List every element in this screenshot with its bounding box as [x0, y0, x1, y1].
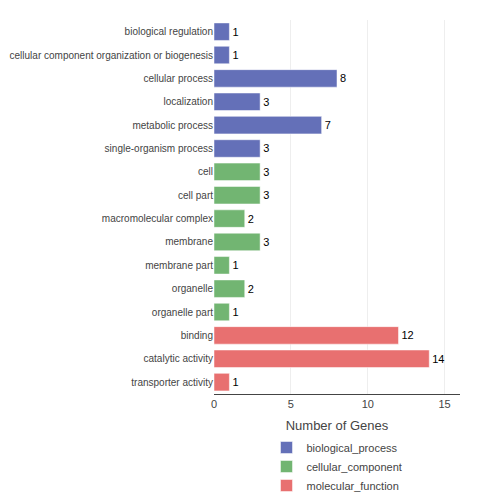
svg-text:localization: localization: [164, 96, 213, 107]
svg-text:biological_process: biological_process: [307, 442, 398, 454]
svg-text:2: 2: [248, 213, 254, 225]
svg-text:5: 5: [288, 398, 294, 410]
svg-text:8: 8: [340, 72, 346, 84]
svg-text:transporter activity: transporter activity: [131, 377, 213, 388]
svg-text:molecular_function: molecular_function: [307, 480, 399, 492]
svg-text:1: 1: [232, 376, 238, 388]
svg-text:3: 3: [263, 236, 269, 248]
svg-text:cell: cell: [198, 166, 213, 177]
svg-text:cellular component organizatio: cellular component organization or bioge…: [10, 50, 213, 61]
svg-text:cell part: cell part: [178, 190, 213, 201]
svg-text:macromolecular complex: macromolecular complex: [102, 213, 213, 224]
svg-text:7: 7: [325, 119, 331, 131]
svg-text:Number of Genes: Number of Genes: [286, 418, 389, 433]
svg-text:3: 3: [263, 189, 269, 201]
svg-text:1: 1: [232, 259, 238, 271]
svg-text:1: 1: [232, 306, 238, 318]
svg-text:1: 1: [232, 49, 238, 61]
svg-text:membrane: membrane: [165, 236, 213, 247]
svg-text:14: 14: [432, 353, 444, 365]
svg-text:cellular_component: cellular_component: [307, 461, 402, 473]
svg-text:1: 1: [232, 26, 238, 38]
svg-text:10: 10: [362, 398, 374, 410]
svg-text:binding: binding: [181, 330, 213, 341]
svg-text:organelle: organelle: [172, 283, 214, 294]
svg-text:0: 0: [211, 398, 217, 410]
svg-text:3: 3: [263, 142, 269, 154]
svg-text:single-organism process: single-organism process: [105, 143, 213, 154]
svg-text:15: 15: [439, 398, 451, 410]
svg-text:3: 3: [263, 96, 269, 108]
svg-text:membrane part: membrane part: [145, 260, 213, 271]
svg-text:biological regulation: biological regulation: [125, 26, 213, 37]
svg-text:cellular process: cellular process: [144, 73, 213, 84]
svg-text:catalytic activity: catalytic activity: [144, 353, 213, 364]
svg-text:12: 12: [402, 329, 414, 341]
svg-text:metabolic process: metabolic process: [132, 120, 213, 131]
svg-text:organelle part: organelle part: [152, 307, 213, 318]
svg-text:2: 2: [248, 283, 254, 295]
svg-text:3: 3: [263, 166, 269, 178]
